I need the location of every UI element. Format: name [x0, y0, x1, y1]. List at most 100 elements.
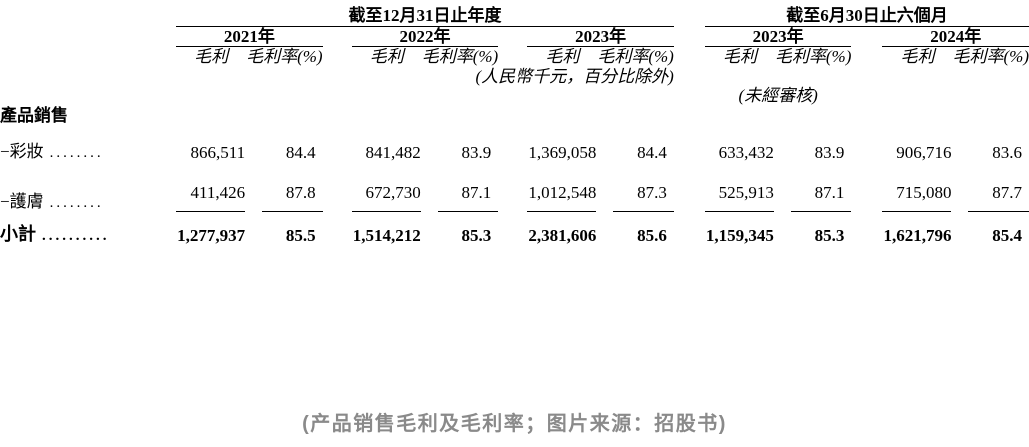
spacer-cell [674, 163, 705, 213]
value-cell: 87.3 [597, 163, 674, 213]
value-cell: 633,432 [718, 142, 774, 162]
dot-leader: .......... [42, 228, 110, 245]
spacer-cell [0, 26, 176, 47]
period-group-annual: 截至12月31日止年度 [176, 6, 674, 27]
row-label: 小計.......... [0, 212, 176, 245]
spacer-cell [0, 47, 176, 67]
row-label-text: −護膚 [0, 191, 44, 211]
value-cell: 83.9 [814, 142, 845, 162]
period-group-row: 截至12月31日止年度 截至6月30日止六個月 [0, 6, 1029, 27]
year-header-2022: 2022年 [351, 26, 499, 48]
spacer-cell [674, 125, 705, 162]
currency-note-row: (人民幣千元，百分比除外) [0, 67, 1029, 87]
value-cell: 672,730 [351, 163, 422, 213]
spacer-cell [851, 163, 882, 213]
value-cell: 85.4 [992, 225, 1022, 245]
subheader-margin: 毛利率(%) [421, 47, 499, 67]
spacer-cell [674, 86, 705, 106]
spacer-cell [851, 47, 882, 67]
row-label: −護膚........ [0, 163, 176, 213]
value-cell: 2,381,606 [528, 225, 597, 245]
spacer-cell [674, 6, 705, 26]
spacer-cell [882, 86, 1029, 106]
image-caption: (产品销售毛利及毛利率；图片来源：招股书) [302, 413, 727, 435]
underlined-value: 1,012,548 [527, 163, 597, 213]
spacer-cell [705, 67, 1029, 87]
row-label-text: −彩妝 [0, 142, 44, 162]
spacer-cell [498, 47, 527, 67]
spacer-cell [851, 125, 882, 162]
spacer-cell [674, 212, 705, 245]
value-cell: 1,159,345 [705, 225, 774, 245]
subheader-profit: 毛利 [900, 47, 935, 67]
dot-leader: ........ [49, 194, 104, 211]
subheader-margin: 毛利率(%) [246, 47, 323, 67]
spacer-cell [498, 212, 527, 245]
underlined-value: 87.1 [437, 163, 499, 213]
spacer-cell [498, 125, 527, 162]
spacer-cell [0, 67, 176, 87]
value-cell: 1,621,796 [883, 225, 952, 245]
table-row-subtotal: 小計.......... 1,277,937 85.5 1,514,212 85… [0, 212, 1029, 245]
spacer-cell [674, 67, 705, 87]
spacer-cell [176, 86, 674, 106]
underlined-value: 87.1 [790, 163, 852, 213]
dot-leader: ........ [49, 145, 104, 162]
value-cell: 715,080 [882, 163, 952, 213]
value-cell: 411,426 [176, 163, 246, 213]
subheader-profit: 毛利 [369, 47, 404, 67]
table-row-skincare: −護膚........ 411,426 87.8 672,730 87.1 1,… [0, 163, 1029, 213]
value-cell: 84.4 [285, 142, 316, 162]
spacer-cell [851, 212, 882, 245]
period-group-interim: 截至6月30日止六個月 [704, 6, 1029, 27]
underlined-value: 672,730 [351, 163, 421, 213]
underlined-value: 715,080 [882, 163, 952, 213]
spacer-cell [323, 125, 352, 162]
spacer-cell [0, 6, 176, 26]
underlined-value: 87.3 [613, 163, 674, 213]
value-cell: 85.3 [814, 225, 845, 245]
underlined-value: 411,426 [176, 163, 246, 213]
value-cell: 87.7 [952, 163, 1029, 213]
subheader-profit: 毛利 [194, 47, 229, 67]
value-cell: 84.4 [637, 142, 667, 162]
year-header-2021: 2021年 [176, 26, 323, 48]
value-cell: 87.8 [246, 163, 323, 213]
value-cell: 1,012,548 [527, 163, 597, 213]
value-cell: 87.1 [422, 163, 499, 213]
row-label-text: 小計 [0, 224, 36, 245]
subheader-margin: 毛利率(%) [597, 47, 674, 67]
spacer-cell [0, 86, 176, 106]
gross-profit-table: 截至12月31日止年度 截至6月30日止六個月 2021年 2022年 2023… [0, 6, 1029, 245]
spacer-cell [851, 86, 882, 106]
subheader-margin: 毛利率(%) [952, 47, 1029, 67]
currency-note: (人民幣千元，百分比除外) [475, 66, 674, 86]
value-cell: 1,514,212 [352, 225, 421, 245]
underlined-value: 525,913 [704, 163, 774, 213]
underlined-value: 87.8 [262, 163, 323, 213]
value-cell: 1,277,937 [177, 225, 246, 245]
unaudited-note: (未經審核) [738, 86, 818, 106]
section-header-row: 產品銷售 [0, 106, 1029, 126]
value-cell: 85.6 [637, 225, 667, 245]
unaudited-note-row: (未經審核) [0, 86, 1029, 106]
value-cell: 85.5 [285, 225, 316, 245]
year-header-2023-interim: 2023年 [704, 26, 852, 48]
spacer-cell [323, 163, 352, 213]
table-row-color-cosmetics: −彩妝........ 866,511 84.4 841,482 83.9 1,… [0, 125, 1029, 162]
spacer-cell [323, 47, 352, 67]
section-title: 產品銷售 [0, 105, 68, 125]
value-cell: 83.9 [461, 142, 492, 162]
row-label: −彩妝........ [0, 125, 176, 162]
value-cell: 841,482 [365, 142, 421, 162]
spacer-cell [674, 47, 705, 67]
value-cell: 906,716 [896, 142, 952, 162]
value-cell: 525,913 [704, 163, 775, 213]
subheader-profit: 毛利 [545, 47, 580, 67]
value-cell: 85.3 [461, 225, 492, 245]
subheader-margin: 毛利率(%) [774, 47, 852, 67]
value-cell: 87.1 [775, 163, 852, 213]
subheader-profit: 毛利 [722, 47, 757, 67]
spacer-cell [851, 26, 882, 47]
